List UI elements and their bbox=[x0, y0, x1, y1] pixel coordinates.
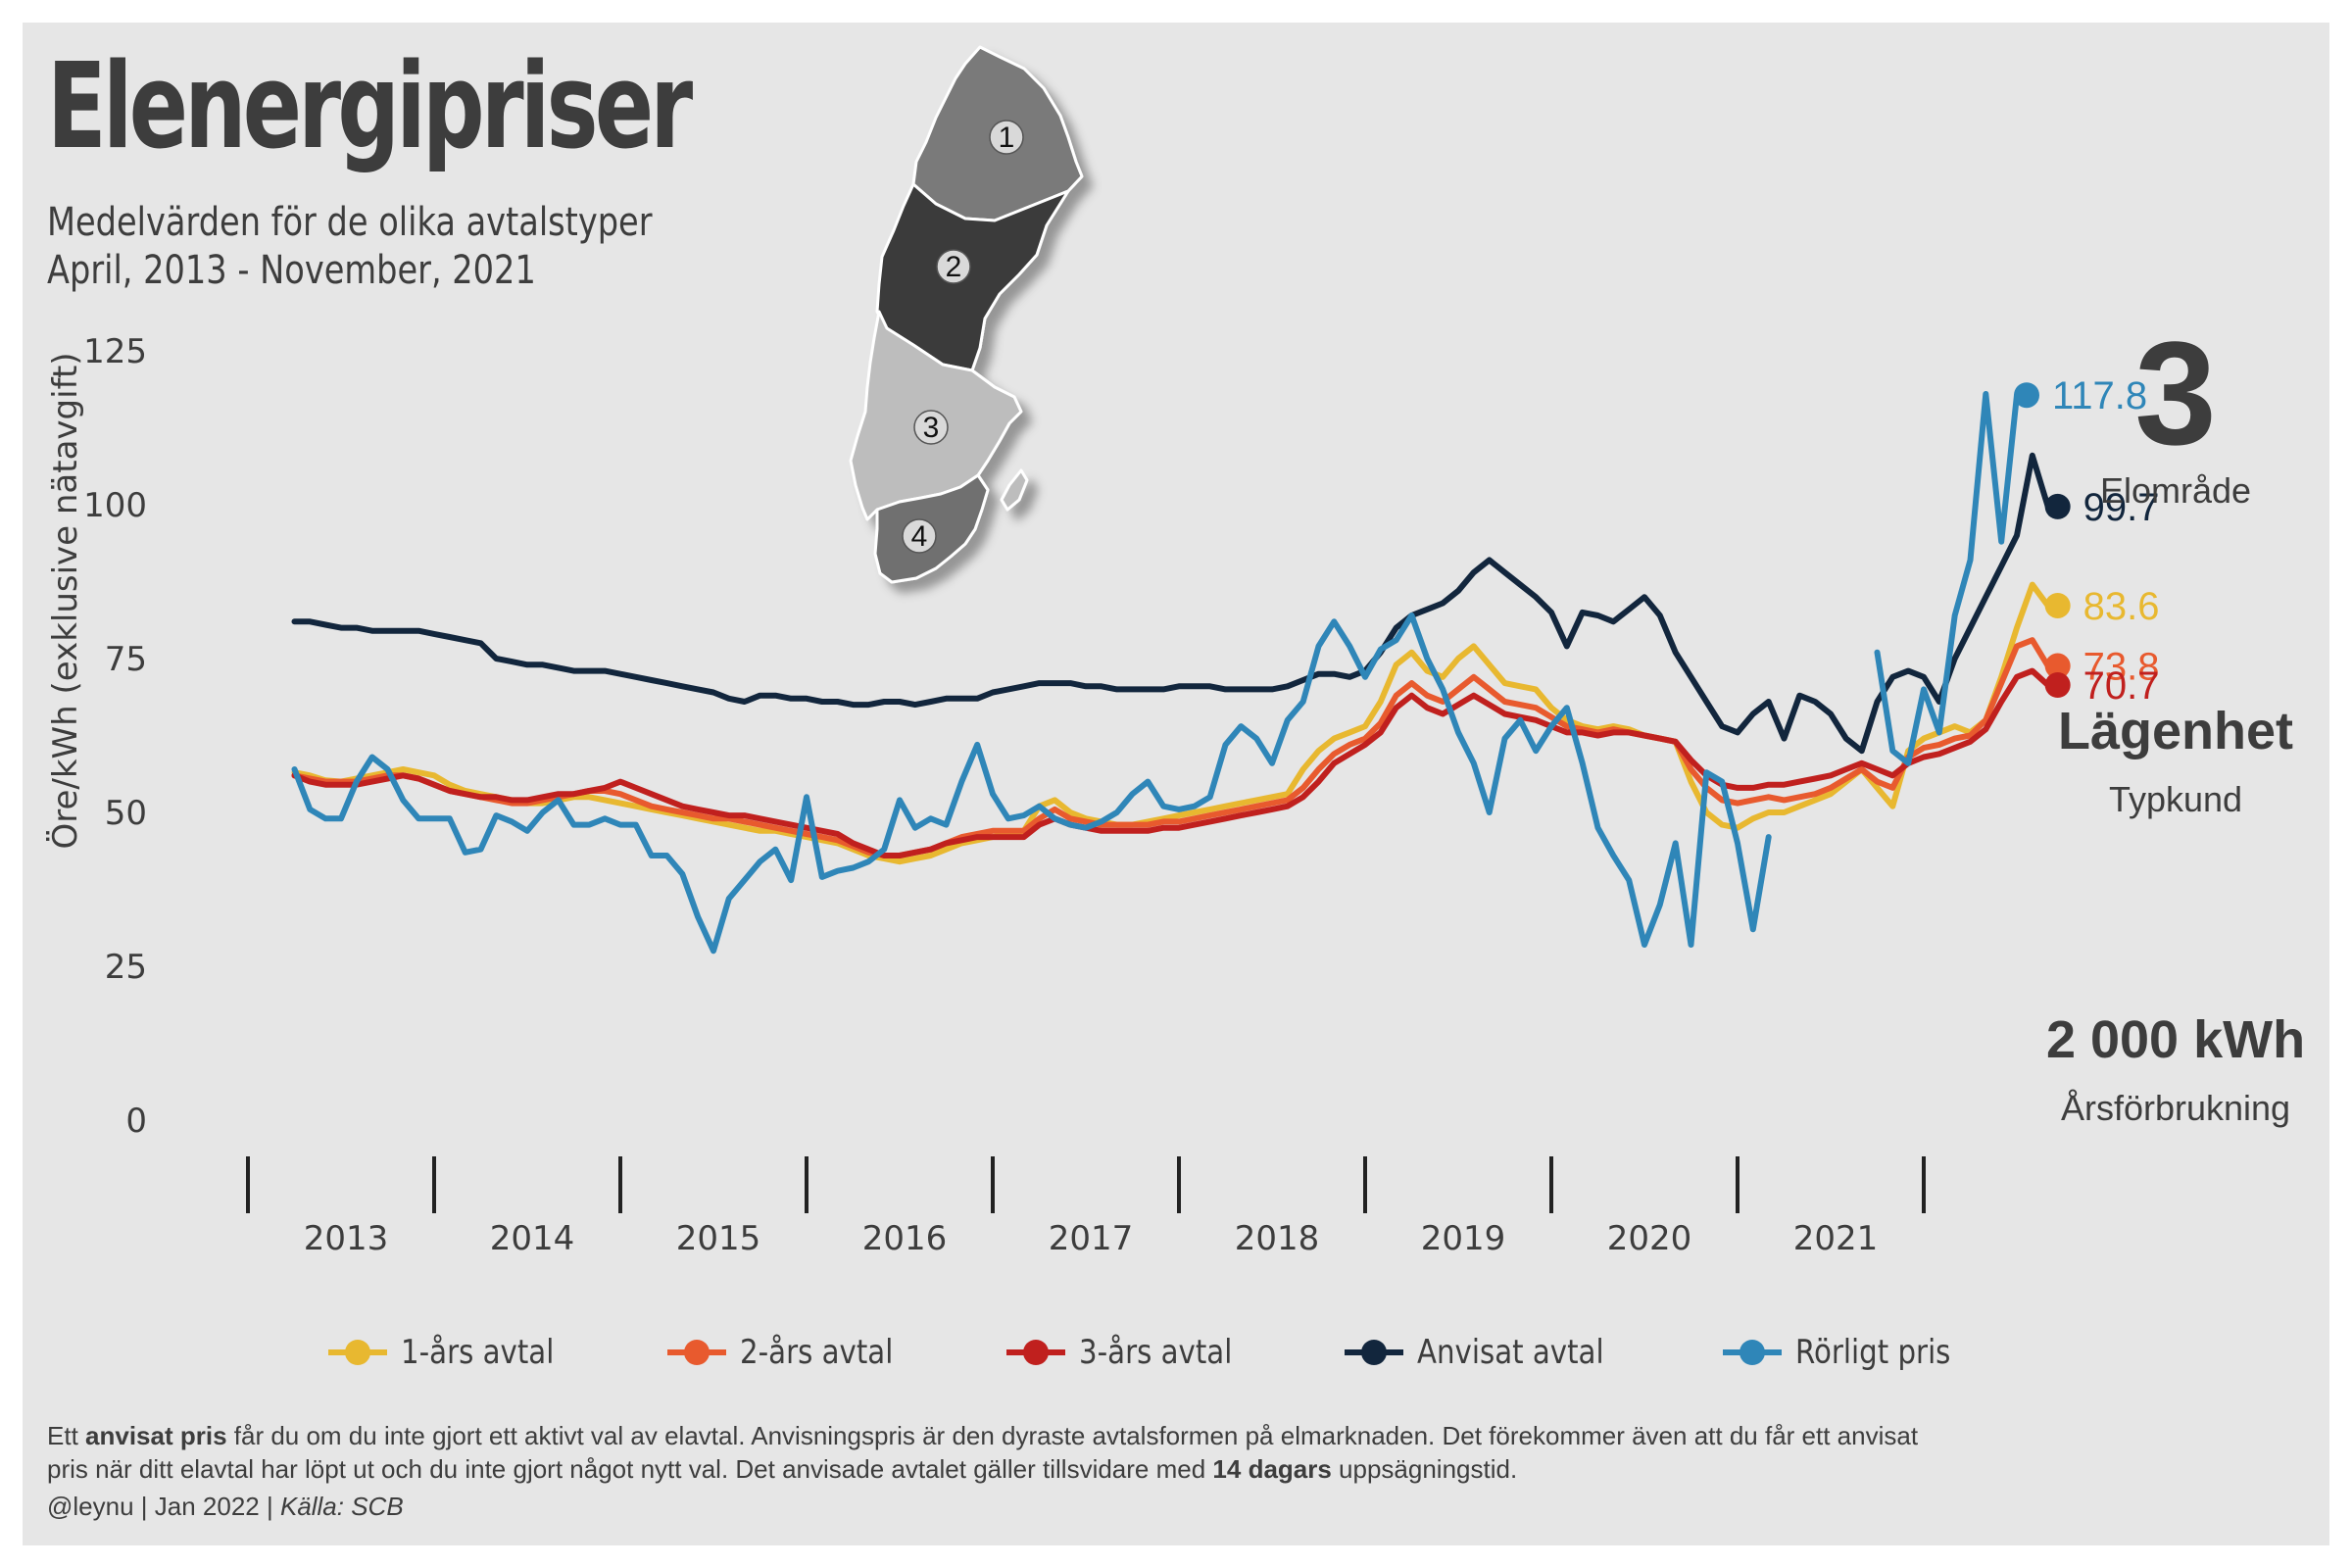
end-label: 83.6 bbox=[2083, 585, 2160, 628]
legend-key bbox=[1723, 1333, 1783, 1372]
end-label: 70.7 bbox=[2083, 664, 2160, 708]
chart-legend: 1-års avtal 2-års avtal 3-års avtal Anvisat… bbox=[328, 1325, 2064, 1380]
y-tick-label: 100 bbox=[83, 486, 147, 525]
map-region-label: 1 bbox=[999, 122, 1015, 154]
y-tick-label: 75 bbox=[105, 640, 147, 679]
footnote-bold-1: anvisat pris bbox=[85, 1421, 227, 1450]
x-tick-label: 2019 bbox=[1421, 1219, 1506, 1258]
legend-label: Rörligt pris bbox=[1795, 1333, 1951, 1372]
customer-type-value: Lägenhet bbox=[2057, 702, 2294, 760]
subtitle: Medelvärden för de olika avtalstyper bbox=[47, 200, 653, 245]
y-tick-label: 25 bbox=[105, 948, 147, 987]
end-point bbox=[2044, 493, 2071, 519]
end-point bbox=[2044, 592, 2071, 618]
legend-item: 2-års avtal bbox=[666, 1333, 918, 1372]
sweden-map bbox=[849, 45, 1084, 584]
legend-key bbox=[328, 1333, 387, 1372]
end-point bbox=[2014, 382, 2039, 409]
end-label: 73.8 bbox=[2083, 646, 2160, 689]
consumption-label: Årsförbrukning bbox=[2060, 1088, 2291, 1128]
legend-item: 1-års avtal bbox=[328, 1333, 579, 1372]
map-region-marker bbox=[902, 518, 937, 554]
map-region-label: 3 bbox=[923, 412, 940, 444]
x-tick-label: 2020 bbox=[1607, 1219, 1692, 1258]
end-point bbox=[2044, 672, 2071, 699]
x-tick-label: 2017 bbox=[1049, 1219, 1134, 1258]
page-title: Elenergipriser bbox=[47, 39, 693, 175]
legend-label: 2-års avtal bbox=[739, 1333, 894, 1372]
customer-type-label: Typkund bbox=[2108, 779, 2243, 819]
series-line bbox=[291, 581, 2051, 865]
area-value: 3 bbox=[2134, 311, 2217, 475]
series-line bbox=[291, 452, 2051, 755]
credit-line: @leynu | Jan 2022 | Källa: SCB bbox=[47, 1492, 404, 1522]
legend-item: 3-års avtal bbox=[1005, 1333, 1257, 1372]
x-tick-label: 2014 bbox=[490, 1219, 575, 1258]
series-1 bbox=[291, 637, 2051, 858]
map-region-label: 2 bbox=[946, 251, 962, 283]
series-3 bbox=[291, 452, 2051, 755]
legend-label: Anvisat avtal bbox=[1417, 1333, 1605, 1372]
legend-key bbox=[1005, 1333, 1065, 1372]
chart-panel bbox=[23, 23, 2329, 1545]
series-0 bbox=[291, 581, 2051, 865]
consumption-value: 2 000 kWh bbox=[2045, 1010, 2306, 1069]
credit-text: @leynu | Jan 2022 | bbox=[47, 1492, 280, 1521]
x-tick-label: 2021 bbox=[1793, 1219, 1879, 1258]
legend-item: Anvisat avtal bbox=[1345, 1333, 1635, 1372]
legend-key bbox=[1345, 1333, 1404, 1372]
map-region-marker bbox=[989, 120, 1024, 155]
series-4 bbox=[291, 391, 2020, 955]
date-range: April, 2013 - November, 2021 bbox=[47, 248, 536, 293]
map-region-gotland bbox=[1000, 468, 1029, 512]
y-tick-label: 0 bbox=[125, 1102, 147, 1141]
area-label: Elområde bbox=[2099, 470, 2252, 511]
map-region-marker bbox=[913, 410, 949, 445]
series-line bbox=[291, 667, 2051, 858]
y-axis-label: Öre/kWh (exklusive nätavgift) bbox=[45, 352, 85, 849]
plot-area: Öre/kWh (exklusive nätavgift) 0 25 50 75 100 1… bbox=[45, 332, 2160, 1258]
legend-label: 1-års avtal bbox=[401, 1333, 555, 1372]
end-label: 117.8 bbox=[2052, 374, 2147, 417]
series-line bbox=[291, 637, 2051, 858]
x-tick-label: 2016 bbox=[862, 1219, 948, 1258]
y-tick-label: 50 bbox=[105, 794, 147, 833]
end-label: 99.7 bbox=[2083, 486, 2160, 529]
x-tick-label: 2015 bbox=[676, 1219, 761, 1258]
footnote: Ett anvisat pris får du om du inte gjort… bbox=[47, 1421, 1919, 1484]
map-region-label: 4 bbox=[911, 520, 928, 553]
legend-label: 3-års avtal bbox=[1078, 1333, 1232, 1372]
end-point bbox=[2044, 653, 2071, 679]
x-tick-label: 2018 bbox=[1235, 1219, 1320, 1258]
map-region-marker bbox=[936, 249, 971, 284]
y-tick-label: 125 bbox=[83, 332, 147, 371]
footnote-bold-2: 14 dagars bbox=[1212, 1454, 1332, 1484]
legend-item: Rörligt pris bbox=[1723, 1333, 1976, 1372]
map-region-2 bbox=[875, 182, 1070, 372]
x-tick-label: 2013 bbox=[304, 1219, 389, 1258]
series-line bbox=[291, 391, 2020, 955]
legend-key bbox=[666, 1333, 726, 1372]
source-text: Källa: SCB bbox=[279, 1492, 404, 1521]
series-2 bbox=[291, 667, 2051, 858]
